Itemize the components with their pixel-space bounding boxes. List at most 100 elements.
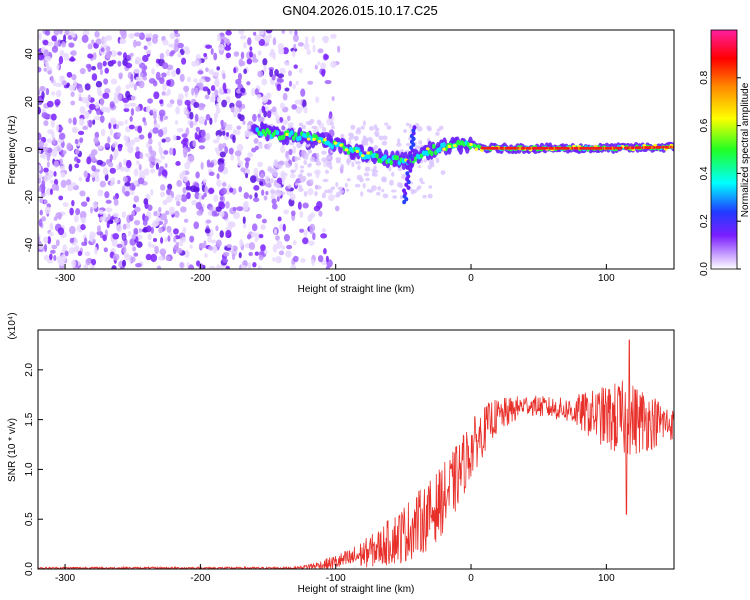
heatmap-cell [346,178,351,182]
heatmap-cell [215,129,223,137]
heatmap-cell [53,255,57,261]
heatmap-cell [374,130,380,137]
heatmap-cell [163,150,169,155]
heatmap-cell [297,42,304,47]
heatmap-cell [292,255,299,263]
heatmap-cell [314,64,318,70]
heatmap-cell [71,32,76,38]
heatmap-cell [373,124,378,128]
heatmap-cell [44,55,52,62]
heatmap-cell [94,171,100,179]
heatmap-cell [289,173,296,179]
heatmap-cell [195,171,200,179]
heatmap-cell [159,52,165,60]
snr-x-tick-label: -300 [55,573,75,584]
snr-y-ticks: 0.0 0.5 1.0 1.5 2.0 [24,362,43,576]
heatmap-cell [208,171,215,177]
heatmap-cell [176,248,183,254]
heatmap-cell [107,219,114,225]
heatmap-cell [137,75,143,81]
heatmap-cell [61,80,67,86]
heatmap-cell [51,113,57,121]
heatmap-cell [60,179,67,189]
heatmap-cell [233,51,240,57]
heatmap-cell [318,210,323,217]
heatmap-cell [638,146,642,150]
heatmap-cell [316,185,322,190]
heatmap-cell [177,42,184,49]
heatmap-cell [101,36,108,45]
heatmap-cell [202,86,209,92]
colorbar-tick-label: 0.6 [699,118,710,132]
heatmap-cell [176,127,184,133]
heatmap-cell [219,264,224,269]
heatmap-cell [58,260,65,267]
heatmap-cell [233,211,240,220]
heatmap-cell [79,106,86,114]
heatmap-cell [292,83,296,90]
heatmap-cell [51,148,58,158]
heatmap-cell [57,227,65,236]
heatmap-cell [39,85,46,92]
heatmap-cell [120,166,125,172]
heatmap-cell [266,144,271,150]
heatmap-cell [211,92,216,99]
heatmap-cell [138,134,145,140]
heatmap-cell [254,34,262,42]
heatmap-cell [348,132,354,137]
heatmap-cell [469,142,473,147]
heatmap-cell [133,39,137,48]
heatmap-cell [129,139,136,146]
heatmap-cell [140,72,144,77]
heatmap-cell [214,147,220,152]
heatmap-cell [74,163,80,169]
heatmap-cell [130,107,135,116]
heatmap-cell [46,138,53,144]
spectrogram-y-tick-label: -40 [24,237,35,252]
heatmap-cell [294,182,299,186]
heatmap-cell [204,185,209,194]
snr-x-tick-label: 0 [468,573,474,584]
heatmap-cell [123,103,128,108]
heatmap-cell [248,251,253,257]
heatmap-cell [225,52,232,59]
heatmap-cell [205,44,213,49]
heatmap-cell [38,242,44,251]
heatmap-cell [136,241,143,248]
heatmap-cell [316,119,322,125]
heatmap-cell [137,177,145,185]
heatmap-cell [195,59,200,67]
heatmap-cell [277,73,285,79]
heatmap-cell [99,180,106,188]
spectrogram-x-tick-label: 100 [598,273,615,284]
heatmap-cell [99,115,105,123]
heatmap-cell [73,79,77,88]
heatmap-cell [161,138,166,143]
heatmap-cell [117,179,121,185]
heatmap-cell [335,157,341,162]
heatmap-cell [328,113,333,120]
heatmap-cell [258,38,266,47]
heatmap-cell [302,156,309,160]
heatmap-cell [203,192,207,198]
heatmap-cell [175,67,181,75]
heatmap-cell [355,160,361,165]
heatmap-cell [293,64,298,69]
heatmap-cell [281,30,286,34]
snr-y-multiplier: (x10⁴) [7,312,18,339]
heatmap-cell [447,144,452,149]
spectrogram-x-tick-label: -100 [326,273,346,284]
heatmap-cell [50,119,55,128]
heatmap-cell [166,79,171,87]
heatmap-cell [147,132,152,140]
heatmap-cell [225,201,230,209]
heatmap-cell [91,165,97,172]
heatmap-cell [111,143,116,148]
heatmap-cell [309,178,314,184]
heatmap-cell [107,213,111,220]
heatmap-cell [87,43,93,50]
heatmap-cell [373,165,377,170]
heatmap-cell [96,107,101,116]
heatmap-cell [221,99,228,108]
heatmap-cell [198,145,206,150]
